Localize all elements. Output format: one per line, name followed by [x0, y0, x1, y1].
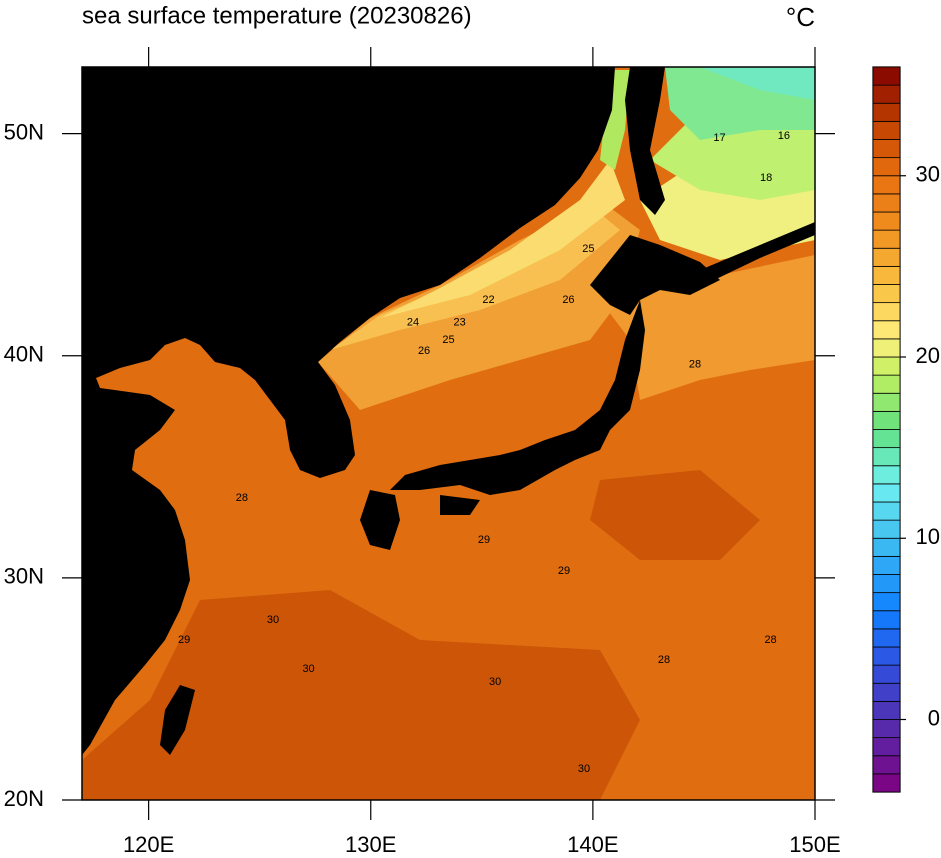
plot-frame	[81, 66, 816, 801]
colorbar-box	[872, 265, 901, 285]
colorbar-box	[872, 537, 901, 557]
colorbar-box	[872, 682, 901, 702]
colorbar-box	[872, 664, 901, 684]
colorbar-box	[872, 84, 901, 104]
y-tick-label: 30N	[4, 564, 44, 589]
land	[390, 300, 645, 495]
map-field	[82, 67, 815, 800]
colorbar-box	[872, 392, 901, 412]
contour-label: 23	[453, 316, 465, 328]
colorbar-box	[872, 592, 901, 612]
units: °C	[786, 2, 815, 32]
colorbar-box	[872, 447, 901, 467]
warm-patch	[590, 470, 760, 560]
colorbar-label: 10	[916, 524, 940, 549]
cool-band	[700, 67, 815, 100]
colorbar-box	[872, 646, 901, 666]
contour-label: 17	[713, 132, 725, 144]
colorbar-label: 0	[928, 705, 940, 730]
colorbar-box	[872, 555, 901, 575]
colorbar-box	[872, 501, 901, 521]
y-tick-label: 50N	[4, 119, 44, 144]
contour-label: 30	[578, 763, 590, 775]
land	[590, 235, 720, 315]
contour-label: 25	[442, 334, 454, 346]
colorbar-box	[872, 755, 901, 775]
colorbar-box	[872, 610, 901, 630]
colorbar-box	[872, 66, 901, 86]
land	[360, 490, 400, 550]
contour-label: 28	[236, 492, 248, 504]
colorbar-box	[872, 157, 901, 177]
contour-label: 22	[482, 294, 494, 306]
contour-label: 28	[658, 654, 670, 666]
colorbar-box	[872, 120, 901, 140]
contour-label: 26	[562, 294, 574, 306]
land	[160, 685, 195, 755]
contour-label: 28	[764, 634, 776, 646]
contour-label: 30	[489, 676, 501, 688]
x-tick-label: 150E	[789, 832, 840, 857]
land	[82, 67, 615, 755]
colorbar-box	[872, 320, 901, 340]
colorbar-box	[872, 465, 901, 485]
contour-label: 29	[178, 634, 190, 646]
cool-band	[380, 160, 625, 318]
contour-label: 30	[267, 614, 279, 626]
colorbar-box	[872, 719, 901, 739]
colorbar-box	[872, 229, 901, 249]
x-tick-label: 130E	[345, 832, 396, 857]
warm-patch	[82, 590, 640, 800]
land	[440, 495, 480, 515]
y-tick-label: 40N	[4, 342, 44, 367]
colorbar-box	[872, 773, 901, 793]
colorbar-box	[872, 211, 901, 231]
colorbar-box	[872, 102, 901, 122]
contour-label: 25	[582, 243, 594, 255]
contour-label: 24	[407, 316, 419, 328]
colorbar-box	[872, 519, 901, 539]
contour-label: 16	[778, 130, 790, 142]
colorbar-box	[872, 574, 901, 594]
colorbar-box	[872, 338, 901, 358]
colorbar-box	[872, 700, 901, 720]
x-tick-label: 120E	[123, 832, 174, 857]
colorbar-box	[872, 247, 901, 267]
colorbar-box	[872, 175, 901, 195]
colorbar-box	[872, 483, 901, 503]
contour-label: 30	[302, 663, 314, 675]
colorbar-box	[872, 429, 901, 449]
colorbar-box	[872, 356, 901, 376]
colorbar-box	[872, 737, 901, 757]
contour-label: 18	[760, 172, 772, 184]
colorbar-box	[872, 284, 901, 304]
title: sea surface temperature (20230826)	[82, 2, 472, 29]
colorbar-box	[872, 193, 901, 213]
contour-label: 28	[689, 359, 701, 371]
colorbar-label: 20	[916, 343, 940, 368]
contour-label: 26	[418, 345, 430, 357]
colorbar-box	[872, 302, 901, 322]
y-tick-label: 20N	[4, 786, 44, 811]
colorbar-box	[872, 628, 901, 648]
colorbar-box	[872, 410, 901, 430]
contour-label: 29	[478, 534, 490, 546]
colorbar-label: 30	[916, 162, 940, 187]
contour-label: 29	[558, 565, 570, 577]
land	[700, 222, 815, 282]
colorbar-box	[872, 139, 901, 159]
land	[625, 67, 665, 215]
colorbar-box	[872, 374, 901, 394]
x-tick-label: 140E	[567, 832, 618, 857]
